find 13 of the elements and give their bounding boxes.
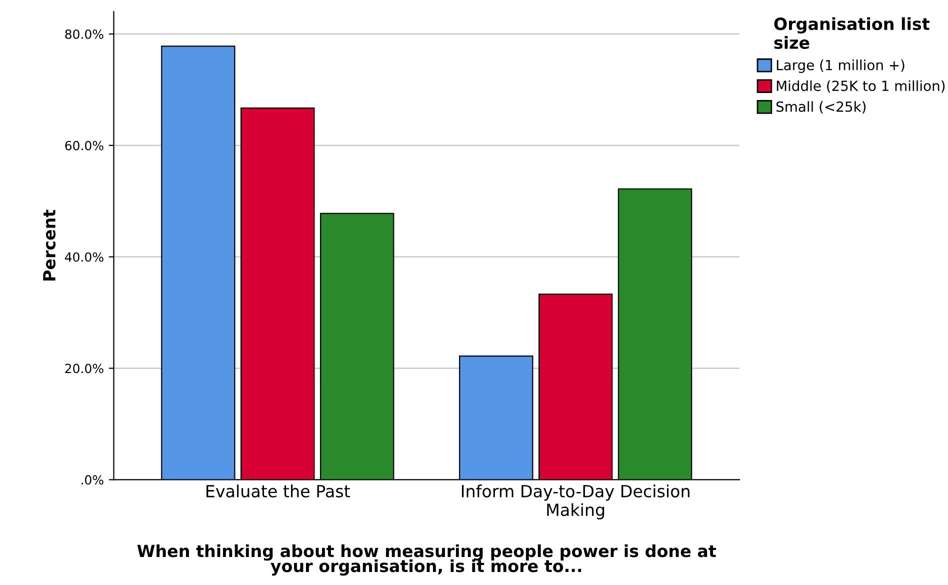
y-tick-label: 80.0% bbox=[65, 29, 104, 39]
legend-label: Small (<25k) bbox=[776, 101, 866, 114]
x-tick-label: Inform Day-to-Day Decision Making bbox=[462, 484, 690, 520]
y-tick-label: 40.0% bbox=[64, 252, 104, 262]
y-tick-label: .0% bbox=[82, 475, 104, 485]
legend-label: Middle (25K to 1 million) bbox=[776, 80, 945, 93]
y-axis-title: Percent bbox=[43, 210, 56, 281]
y-tick-label: 20.0% bbox=[65, 364, 104, 374]
y-tick-label: 60.0% bbox=[65, 140, 104, 150]
legend-label: Large (1 million +) bbox=[776, 60, 904, 73]
x-tick-label: Evaluate the Past bbox=[206, 484, 350, 498]
x-axis-title: When thinking about how measuring people power is done at your organisation, is it more to... bbox=[137, 544, 716, 576]
legend-title: Organisation list size bbox=[774, 17, 930, 49]
